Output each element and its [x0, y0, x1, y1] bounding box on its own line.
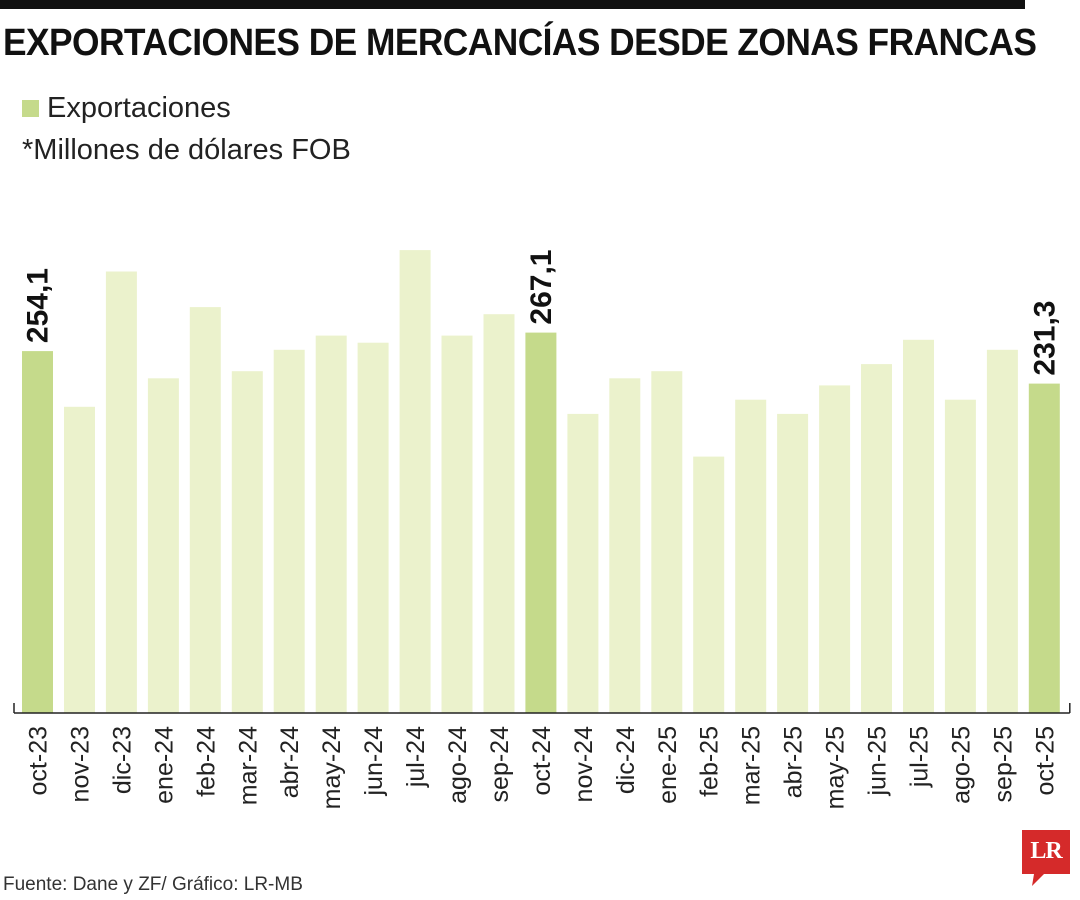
chart-title: EXPORTACIONES DE MERCANCÍAS DESDE ZONAS …: [3, 22, 1037, 64]
bar-abr-24: [273, 349, 305, 713]
bar-jun-25: [861, 364, 892, 713]
x-tick-label: sep-24: [486, 726, 514, 803]
x-tick-label: jul-24: [402, 726, 430, 788]
bar-nov-24: [567, 413, 599, 713]
legend-label: Exportaciones: [47, 92, 231, 124]
x-tick-label: jun-24: [360, 726, 388, 797]
lr-logo: LR: [1022, 830, 1070, 886]
bar-mar-24: [231, 371, 263, 713]
x-tick-label: nov-23: [67, 726, 95, 802]
bar-ago-24: [441, 335, 473, 713]
bar-jul-25: [903, 339, 934, 713]
bar-dic-24: [609, 378, 641, 713]
x-tick-label: may-25: [822, 726, 850, 809]
x-tick-label: dic-23: [108, 726, 136, 794]
x-tick-label: nov-24: [570, 726, 598, 803]
bar-may-25: [819, 385, 851, 713]
bar-dic-23: [105, 271, 137, 713]
x-tick-label: feb-25: [696, 726, 724, 797]
legend-swatch: [22, 100, 39, 117]
source-note: Fuente: Dane y ZF/ Gráfico: LR-MB: [3, 874, 303, 895]
bar-sep-25: [986, 349, 1018, 713]
x-tick-label: may-24: [318, 726, 346, 809]
x-tick-label: jul-25: [906, 726, 934, 788]
top-rule: [0, 0, 1025, 9]
bar-feb-24: [189, 307, 221, 713]
x-tick-label: dic-24: [612, 726, 640, 794]
x-tick-label: abr-25: [780, 726, 808, 798]
bar-oct-25: [1028, 383, 1060, 713]
data-label-oct-24: 267,1: [525, 250, 558, 325]
x-tick-label: jun-25: [864, 726, 892, 797]
bar-oct-24: [525, 332, 557, 713]
units-note: *Millones de dólares FOB: [22, 134, 351, 166]
data-label-oct-25: 231,3: [1028, 301, 1061, 376]
bar-may-24: [315, 335, 347, 713]
data-label-oct-23: 254,1: [22, 268, 55, 343]
bar-ene-25: [651, 371, 683, 713]
x-tick-label: sep-25: [989, 726, 1017, 802]
x-tick-label: mar-25: [738, 726, 766, 805]
x-tick-label: abr-24: [276, 726, 304, 798]
bar-nov-23: [64, 406, 95, 713]
bar-jul-24: [399, 250, 431, 713]
bar-mar-25: [735, 399, 767, 713]
x-tick-label: ago-24: [444, 726, 472, 804]
bar-ene-24: [147, 378, 179, 713]
x-tick-label: oct-24: [528, 726, 556, 796]
x-tick-label: feb-24: [192, 726, 220, 797]
bar-chart: 254,1 oct-23 nov-23 dic-23 ene-24 feb-24 mar-2…: [13, 250, 1071, 809]
x-tick-label: oct-25: [1031, 726, 1059, 795]
legend: Exportaciones: [22, 92, 231, 125]
bar-oct-23: [22, 351, 53, 713]
x-tick-label: mar-24: [234, 726, 262, 805]
x-tick-label: ago-25: [947, 726, 975, 804]
bar-jun-24: [357, 342, 389, 713]
bar-sep-24: [483, 314, 515, 713]
logo-text: LR: [1030, 838, 1062, 864]
x-tick-label: ene-24: [150, 726, 178, 804]
x-tick-label: oct-23: [25, 726, 53, 795]
bar-feb-25: [693, 456, 725, 713]
bar-abr-25: [777, 413, 809, 713]
bar-ago-25: [944, 399, 976, 713]
x-tick-label: ene-25: [654, 726, 682, 804]
logo-badge-icon: [1022, 830, 1070, 886]
